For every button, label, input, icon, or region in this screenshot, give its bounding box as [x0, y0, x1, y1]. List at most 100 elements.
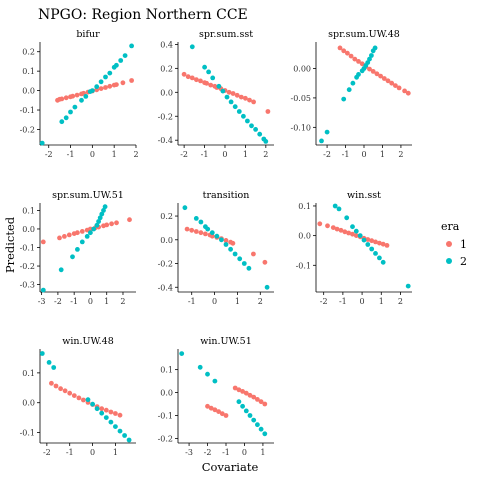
- y-tick-label: 0.0: [160, 88, 173, 97]
- data-point: [205, 371, 210, 377]
- x-tick-label: -2: [180, 150, 188, 159]
- y-tick-label: -0.1: [296, 261, 311, 270]
- x-tick-label: 0: [90, 150, 95, 159]
- x-tick-label: 1: [113, 448, 118, 457]
- data-point: [39, 140, 45, 146]
- data-point: [350, 80, 356, 86]
- legend-key-era-1: [446, 241, 452, 247]
- data-point: [114, 220, 119, 226]
- legend: era 1 2: [441, 220, 467, 268]
- series-era-2: [40, 204, 108, 293]
- data-point: [189, 227, 195, 233]
- x-tick-label: 0: [360, 297, 365, 306]
- panel-win-uw-51: win.UW.51 -3 -2 -1 0 1 -0.2 -0.1 0.0 0.1: [158, 336, 274, 457]
- data-point: [103, 85, 108, 90]
- data-point: [117, 412, 123, 418]
- data-point: [337, 45, 343, 51]
- data-point: [210, 75, 216, 81]
- data-point: [208, 405, 214, 411]
- data-point: [179, 351, 185, 356]
- legend-label-era-2: 2: [460, 255, 467, 268]
- data-point: [352, 56, 358, 62]
- data-point: [319, 138, 324, 144]
- x-tick-label: -2: [320, 297, 328, 306]
- data-point: [122, 53, 128, 58]
- data-point: [181, 71, 187, 77]
- y-tick-label: 0.0: [22, 87, 35, 96]
- data-point: [357, 233, 363, 239]
- data-point: [385, 78, 391, 84]
- data-point: [334, 226, 340, 232]
- y-tick-label: -0.1: [20, 244, 35, 253]
- panel-title: win.UW.51: [200, 336, 252, 347]
- panel-spr-sum-uw-48: spr.sum.UW.48 -2 -1 0 1 2 -0.10 -0.05 0.00: [290, 29, 412, 159]
- data-point: [114, 62, 119, 68]
- data-point: [219, 237, 224, 243]
- panel-title: spr.sum.sst: [199, 29, 253, 40]
- data-point: [75, 247, 80, 252]
- data-point: [189, 75, 195, 81]
- data-point: [350, 231, 355, 237]
- data-point: [59, 119, 65, 125]
- data-point: [205, 403, 210, 409]
- data-point: [369, 53, 374, 58]
- data-point: [198, 78, 203, 84]
- data-point: [103, 407, 109, 413]
- data-point: [356, 59, 361, 64]
- data-point: [88, 226, 93, 232]
- data-point: [209, 230, 215, 236]
- x-tick-label: 0: [222, 150, 227, 159]
- x-tick-label: -1: [339, 297, 347, 306]
- x-tick-label: 2: [258, 297, 263, 306]
- panel-title: spr.sum.UW.48: [328, 29, 400, 40]
- y-tick-label: 0.4: [160, 40, 173, 49]
- data-point: [113, 411, 118, 416]
- data-point: [71, 393, 77, 398]
- data-point: [228, 246, 234, 252]
- x-tick-label: 0: [90, 448, 95, 457]
- y-tick-label: 0.1: [22, 206, 35, 215]
- data-point: [224, 94, 230, 100]
- x-tick-label: -3: [185, 448, 193, 457]
- data-point: [72, 104, 78, 110]
- data-point: [251, 394, 257, 400]
- data-point: [185, 74, 191, 80]
- data-point: [79, 97, 84, 103]
- data-point: [251, 99, 256, 105]
- data-point: [246, 265, 252, 271]
- data-point: [99, 410, 105, 416]
- panel-spr-sum-sst: spr.sum.sst -2 -1 0 1 2 -0.4 -0.2 0.0 0.2 0.4: [158, 29, 274, 159]
- data-point: [236, 399, 242, 405]
- data-point: [75, 230, 80, 236]
- y-tick-label: 0.0: [22, 399, 35, 408]
- data-point: [367, 66, 372, 72]
- data-point: [189, 44, 195, 50]
- data-point: [198, 230, 204, 236]
- data-point: [350, 224, 355, 230]
- y-tick-label: -0.2: [20, 125, 35, 134]
- panel-title: win.UW.48: [62, 336, 114, 347]
- data-point: [107, 83, 113, 89]
- data-point: [380, 241, 386, 247]
- data-point: [98, 86, 104, 91]
- data-point: [193, 229, 199, 234]
- data-point: [58, 386, 63, 392]
- data-point: [228, 99, 234, 105]
- data-point: [205, 226, 211, 232]
- data-point: [359, 61, 365, 67]
- x-tick-label: -1: [222, 448, 230, 457]
- series-era-2: [189, 44, 269, 144]
- panel-win-uw-48: win.UW.48 -2 -1 0 1 -0.1 0.0 0.1: [20, 336, 136, 457]
- data-point: [122, 433, 127, 438]
- y-tick-label: -0.4: [158, 283, 173, 292]
- y-tick-label: -0.10: [290, 123, 311, 132]
- data-point: [257, 131, 263, 137]
- y-tick-label: -0.2: [20, 262, 35, 271]
- data-point: [40, 287, 46, 293]
- panel-transition: transition -1 0 1 2 -0.4 -0.2 0.0 0.2: [158, 190, 274, 306]
- x-tick-label: 2: [263, 150, 268, 159]
- y-tick-label: -0.4: [158, 136, 173, 145]
- series-era-2: [179, 351, 268, 437]
- data-point: [345, 50, 350, 56]
- data-point: [241, 113, 246, 119]
